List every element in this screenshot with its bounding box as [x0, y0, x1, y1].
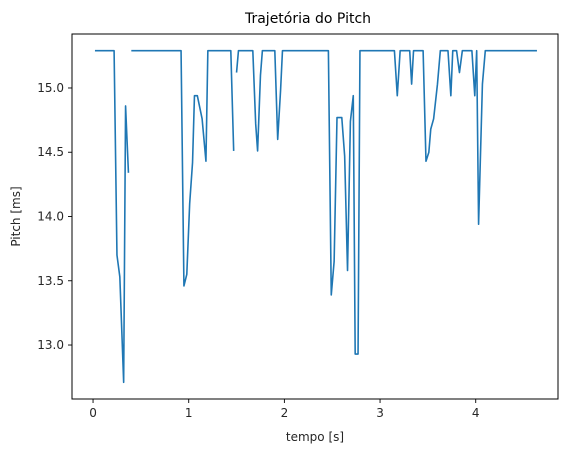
y-tick-label: 15.0: [37, 81, 64, 95]
plot-area: [72, 34, 558, 399]
series-line-segment: [131, 49, 235, 287]
chart-title: Trajetória do Pitch: [244, 11, 371, 27]
y-tick-label: 14.0: [37, 210, 64, 224]
y-tick-label: 13.5: [37, 274, 64, 288]
x-tick-label: 4: [472, 406, 480, 420]
x-tick-label: 1: [185, 406, 193, 420]
y-tick-label: 13.0: [37, 338, 64, 352]
x-tick-label: 2: [281, 406, 289, 420]
x-tick-label: 0: [89, 406, 97, 420]
x-axis-label: tempo [s]: [286, 430, 344, 444]
y-tick-label: 14.5: [37, 145, 64, 159]
x-tick-label: 3: [376, 406, 384, 420]
series-line-segment: [94, 49, 130, 384]
axes-frame: [72, 34, 558, 399]
axes-spine-box: [71, 33, 559, 400]
ticks-layer: 0 1 2 3 4 13.0 13.5 14.0 14.5 15.0: [37, 81, 479, 420]
series-line-segment: [235, 49, 537, 355]
data-layer: [94, 49, 537, 384]
y-axis-label: Pitch [ms]: [9, 186, 23, 246]
axes-spines: [71, 33, 559, 400]
